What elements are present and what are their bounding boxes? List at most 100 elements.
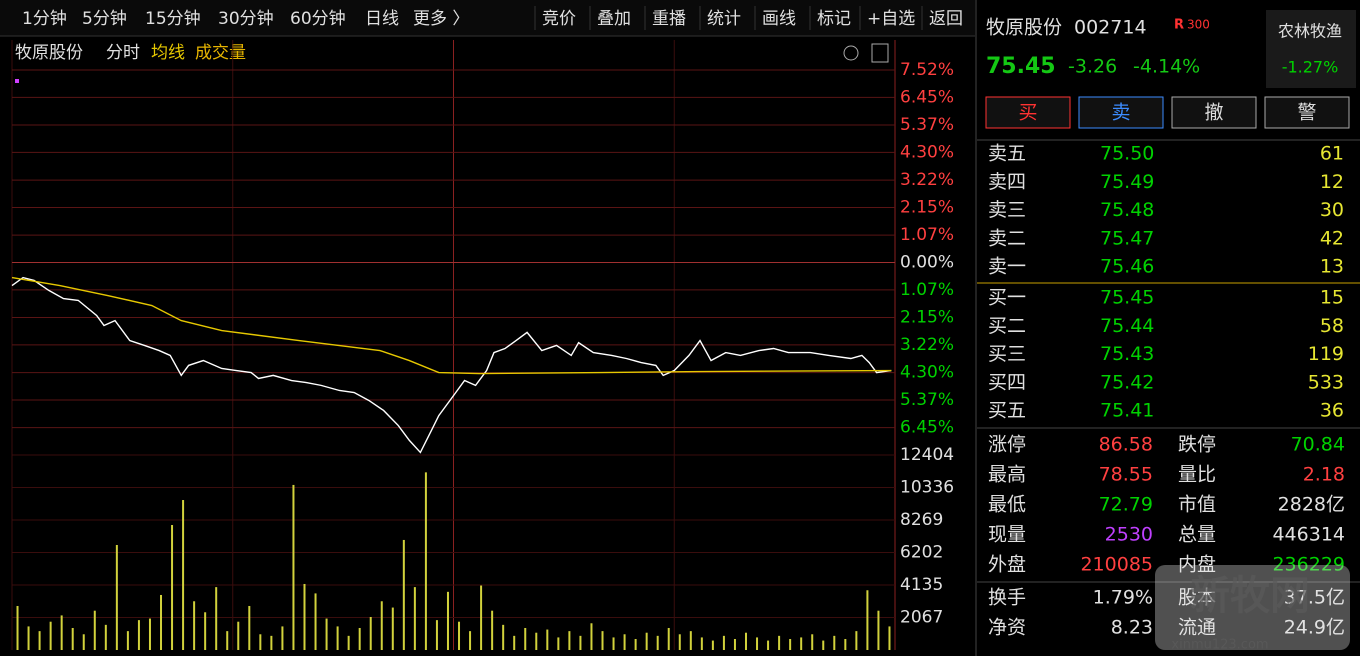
volume-bar bbox=[744, 632, 747, 650]
sector-box[interactable] bbox=[1266, 10, 1356, 88]
volume-bar bbox=[502, 624, 505, 650]
panel-icon[interactable] bbox=[871, 43, 889, 63]
stat-value: 86.58 bbox=[1099, 434, 1153, 456]
y-tick-label: 1.07% bbox=[900, 280, 954, 300]
volume-bar bbox=[778, 635, 781, 650]
volume-bar bbox=[71, 627, 74, 650]
volume-bar bbox=[756, 637, 759, 650]
period-tab[interactable]: 15分钟 bbox=[145, 9, 201, 29]
volume-bar bbox=[590, 623, 593, 650]
y-tick-label: 2.15% bbox=[900, 197, 954, 217]
stat-value: 72.79 bbox=[1099, 494, 1153, 516]
volume-bar bbox=[844, 638, 847, 650]
volume-bar bbox=[358, 627, 361, 650]
stat-label: 市值 bbox=[1178, 494, 1216, 516]
y-tick-label: 0.00% bbox=[900, 253, 954, 273]
tool-button[interactable]: 返回 bbox=[929, 9, 963, 29]
trade-button[interactable] bbox=[1171, 96, 1257, 129]
y-tick-label: 6202 bbox=[900, 543, 943, 563]
volume-bar bbox=[811, 634, 814, 650]
volume-bar bbox=[524, 627, 527, 650]
volume-bar bbox=[711, 640, 714, 650]
period-tab[interactable]: 1分钟 bbox=[22, 9, 67, 29]
tool-button[interactable]: +自选 bbox=[867, 9, 915, 29]
volume-bar bbox=[601, 631, 604, 650]
trade-button-label[interactable]: 买 bbox=[1018, 102, 1037, 124]
book-label: 卖四 bbox=[988, 171, 1026, 193]
volume-bar bbox=[16, 605, 19, 650]
tool-button[interactable]: 统计 bbox=[707, 9, 741, 29]
volume-bar bbox=[60, 615, 63, 650]
book-label: 卖二 bbox=[988, 227, 1026, 249]
volume-bar bbox=[667, 627, 670, 650]
stat-value: 2828亿 bbox=[1278, 494, 1345, 516]
volume-bar bbox=[226, 631, 229, 650]
volume-bar bbox=[314, 593, 317, 650]
y-tick-label: 7.52% bbox=[900, 60, 954, 80]
volume-bar bbox=[678, 634, 681, 650]
period-tab[interactable]: 5分钟 bbox=[82, 9, 127, 29]
stat-value: 446314 bbox=[1272, 524, 1345, 546]
book-label: 买一 bbox=[988, 287, 1026, 309]
period-tab[interactable]: 日线 bbox=[365, 9, 399, 29]
period-tab[interactable]: 60分钟 bbox=[290, 9, 346, 29]
y-tick-label: 1.07% bbox=[900, 225, 954, 245]
y-tick-label: 2.15% bbox=[900, 308, 954, 328]
volume-bar bbox=[722, 635, 725, 650]
volume-bar bbox=[800, 637, 803, 650]
volume-bar bbox=[204, 612, 207, 650]
volume-bar bbox=[612, 637, 615, 650]
stat-value: 78.55 bbox=[1099, 464, 1153, 486]
stat-value: 70.84 bbox=[1291, 434, 1345, 456]
volume-bar bbox=[126, 631, 129, 650]
sector-name[interactable]: 农林牧渔 bbox=[1278, 22, 1342, 41]
volume-bar bbox=[733, 638, 736, 650]
toolbar bbox=[0, 0, 975, 36]
tool-button[interactable]: 叠加 bbox=[597, 9, 631, 29]
period-tab[interactable]: 更多 〉 bbox=[413, 9, 469, 29]
book-price: 75.42 bbox=[1100, 371, 1154, 393]
volume-bar bbox=[424, 472, 427, 650]
tool-button[interactable]: 竞价 bbox=[542, 9, 576, 29]
y-tick-label: 12404 bbox=[900, 445, 954, 465]
book-price: 75.46 bbox=[1100, 256, 1154, 278]
y-tick-label: 5.37% bbox=[900, 115, 954, 135]
y-tick-label: 4.30% bbox=[900, 142, 954, 162]
volume-bar bbox=[579, 635, 582, 650]
trade-button[interactable] bbox=[985, 96, 1071, 129]
y-tick-label: 8269 bbox=[900, 510, 943, 530]
tool-button[interactable]: 标记 bbox=[817, 9, 851, 29]
stat-label: 最低 bbox=[988, 494, 1026, 516]
stock-code: 002714 bbox=[1074, 17, 1147, 39]
tool-button[interactable]: 重播 bbox=[652, 9, 686, 29]
volume-bar bbox=[833, 635, 836, 650]
volume-bar bbox=[546, 629, 549, 650]
trade-button[interactable] bbox=[1264, 96, 1350, 129]
y-tick-label: 3.22% bbox=[900, 170, 954, 190]
volume-bar bbox=[458, 621, 461, 650]
volume-bar bbox=[193, 601, 196, 650]
stat-value: 236229 bbox=[1272, 554, 1345, 576]
watermark-title: 新牧网 bbox=[1190, 573, 1310, 619]
price-line bbox=[11, 276, 892, 454]
stat-value: 37.5亿 bbox=[1284, 587, 1345, 609]
volume-bar bbox=[292, 484, 295, 650]
trade-button[interactable] bbox=[1078, 96, 1164, 129]
trade-button-label[interactable]: 卖 bbox=[1111, 102, 1130, 124]
volume-bar bbox=[623, 634, 626, 650]
book-volume: 58 bbox=[1320, 315, 1344, 337]
stat-label: 外盘 bbox=[988, 554, 1026, 576]
trade-button-label[interactable]: 警 bbox=[1297, 102, 1316, 124]
zoom-icon[interactable] bbox=[843, 45, 859, 61]
tool-button[interactable]: 画线 bbox=[762, 9, 796, 29]
book-price: 75.43 bbox=[1100, 343, 1154, 365]
book-price: 75.41 bbox=[1100, 400, 1154, 422]
period-tab[interactable]: 30分钟 bbox=[218, 9, 274, 29]
book-label: 买二 bbox=[988, 315, 1026, 337]
volume-bar bbox=[656, 635, 659, 650]
volume-bar bbox=[82, 634, 85, 650]
volume-bar bbox=[281, 626, 284, 650]
book-price: 75.44 bbox=[1100, 315, 1154, 337]
volume-bar bbox=[435, 620, 438, 650]
trade-button-label[interactable]: 撤 bbox=[1204, 102, 1223, 124]
